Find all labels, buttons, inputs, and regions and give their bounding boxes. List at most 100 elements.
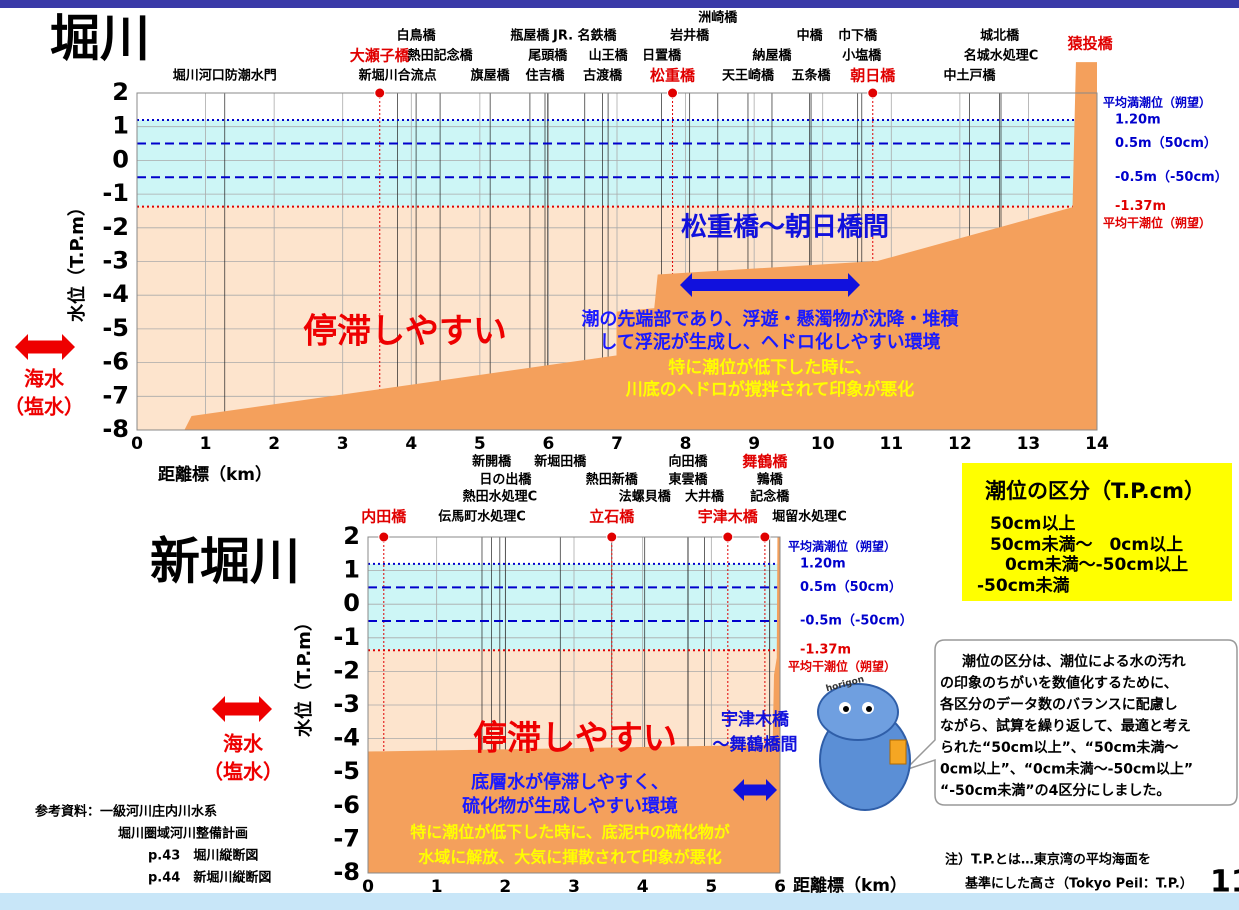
double-arrow: [15, 334, 75, 360]
x-tick-label: 6: [774, 877, 786, 897]
bridge-label: 東雲橋: [668, 472, 708, 488]
bridge-label: 立石橋: [589, 508, 635, 526]
y-tick-label: -3: [102, 247, 129, 275]
reference-text: 参考資料：一級河川庄内川水系: [35, 804, 217, 820]
mascot-head: [817, 683, 899, 741]
bridge-label: 中橋: [797, 28, 824, 44]
bridge-marker: [722, 531, 734, 543]
bridge-label: 天王崎橋: [722, 68, 775, 84]
callout-line: の印象のちがいを数値化するために、: [940, 675, 1178, 692]
x-tick-label: 10: [811, 434, 835, 454]
y-tick-label: -5: [333, 757, 360, 785]
legend-item: 50cm未満〜 0cm以上: [990, 534, 1183, 555]
y-tick-label: -2: [333, 656, 360, 684]
bridge-label: 大瀬子橋: [350, 47, 411, 65]
sea-label: （塩水）: [203, 760, 283, 784]
bridge-label: 日の出橋: [479, 472, 532, 488]
x-tick-label: 4: [405, 434, 417, 454]
bridge-label: 大井橋: [685, 489, 725, 505]
y-tick-label: -1: [102, 179, 129, 207]
x-tick-label: 0: [131, 434, 143, 454]
sea-label: （塩水）: [4, 395, 84, 419]
annotation: 特に潮位が低下した時に、: [668, 357, 872, 378]
plot-frame: [136, 92, 1098, 431]
x-axis-label: 距離標（km）: [158, 464, 272, 485]
double-arrow: [212, 696, 272, 722]
bridge-label: 堀川河口防潮水門: [173, 68, 277, 84]
x-tick-label: 1: [200, 434, 212, 454]
annotation: 川底のヘドロが撹拌されて印象が悪化: [625, 379, 915, 400]
x-tick-label: 13: [1017, 434, 1041, 454]
x-tick-label: 5: [474, 434, 486, 454]
reference-label: -1.37m: [800, 643, 851, 658]
callout-line: “-50cm未満”の4区分にしました。: [940, 782, 1170, 799]
bridge-label: 朝日橋: [850, 67, 896, 85]
mascot-pupil: [843, 706, 849, 712]
bridge-label: 記念橋: [750, 489, 790, 505]
sea-label: 海水: [223, 732, 264, 756]
bridge-marker: [606, 531, 618, 543]
x-tick-label: 2: [499, 877, 511, 897]
y-tick-label: -1: [333, 623, 360, 651]
bridge-label: 山王橋: [589, 48, 629, 64]
bridge-label: 尾頭橋: [528, 48, 568, 64]
bridge-marker: [667, 87, 679, 99]
annotation: 潮の先端部であり、浮遊・懸濁物が沈降・堆積: [581, 308, 959, 330]
bridge-label: 新堀田橋: [534, 454, 587, 470]
y-tick-label: -7: [102, 381, 129, 409]
reference-label: 1.20m: [800, 556, 846, 571]
bridge-label: 住吉橋: [525, 68, 565, 84]
reference-title: 平均満潮位（朔望）: [1103, 94, 1211, 109]
mascot-pupil: [866, 706, 872, 712]
callout-line: 潮位の区分は、潮位による水の汚れ: [962, 653, 1186, 670]
callout-line: られた“50cm以上”、“50cm未満〜: [940, 739, 1178, 756]
x-tick-label: 6: [543, 434, 555, 454]
annotation: 水域に解放、大気に揮散されて印象が悪化: [418, 848, 722, 867]
y-tick-label: 1: [343, 556, 360, 584]
y-tick-label: -7: [333, 824, 360, 852]
bridge-label: 向田橋: [668, 454, 708, 470]
bridge-label: 岩井橋: [669, 28, 710, 44]
x-tick-label: 2: [268, 434, 280, 454]
reference-title: 平均干潮位（朔望）: [1103, 215, 1211, 230]
reference-label: 0.5m（50cm）: [1115, 135, 1217, 151]
annotation: 停滞しやすい: [473, 719, 677, 759]
reference-label: -0.5m（-50cm）: [800, 613, 913, 629]
bridge-label: 伝馬町水処理C: [438, 509, 526, 525]
legend-item: -50cm未満: [977, 575, 1070, 596]
bridge-label: 松重橋: [650, 67, 696, 85]
chart-title: 堀川: [50, 10, 150, 68]
callout-line: ながら、試算を繰り返して、最適と考え: [940, 718, 1191, 735]
reference-text: 堀川圏域河川整備計画: [118, 826, 248, 842]
annotation: 底層水が停滞しやすく、: [471, 771, 669, 793]
x-axis-label: 距離標（km）: [793, 875, 907, 896]
y-tick-label: -3: [333, 690, 360, 718]
callout-line: 0cm以上”、“0cm未満〜-50cm以上”: [940, 761, 1193, 778]
annotation: して浮泥が生成し、ヘドロ化しやすい環境: [599, 331, 940, 353]
legend-item: 0cm未満〜-50cm以上: [1005, 554, 1188, 575]
reference-label: -0.5m（-50cm）: [1115, 169, 1228, 185]
bridge-label: 名城水処理C: [964, 48, 1039, 64]
bridge-marker: [378, 531, 390, 543]
annotation: 停滞しやすい: [303, 312, 507, 352]
bed-fill: [368, 537, 780, 873]
callout-line: 各区分のデータ数のバランスに配慮し: [939, 696, 1178, 713]
reference-title: 平均満潮位（朔望）: [788, 538, 896, 553]
double-arrow: [733, 779, 777, 801]
y-tick-label: -6: [333, 791, 360, 819]
bridge-label: 白鳥橋: [397, 28, 437, 44]
bridge-label: 小塩橋: [842, 48, 882, 64]
page-number: 11: [1210, 865, 1239, 900]
bridge-label: 鶉橋: [757, 472, 784, 488]
bridge-label: 洲崎橋: [698, 10, 738, 26]
bottom-bar: [0, 893, 1239, 910]
x-tick-label: 8: [680, 434, 692, 454]
y-tick-label: -8: [102, 415, 129, 443]
bridge-label: 旗屋橋: [471, 68, 511, 84]
annotation: 〜舞鶴橋間: [713, 734, 798, 755]
chart-title: 新堀川: [150, 533, 300, 591]
callout-bubble: [904, 639, 1238, 806]
bridge-marker: [374, 87, 386, 99]
